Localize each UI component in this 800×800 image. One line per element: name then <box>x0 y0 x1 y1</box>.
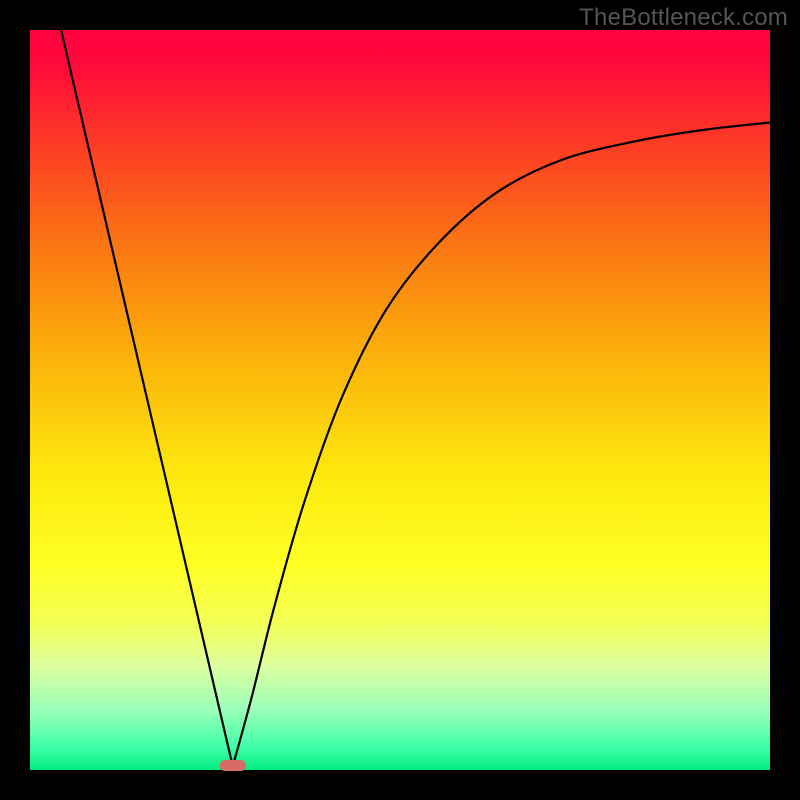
bottleneck-chart <box>0 0 800 800</box>
plot-background <box>30 30 770 770</box>
watermark-text: TheBottleneck.com <box>579 4 788 32</box>
valley-marker <box>220 760 246 771</box>
